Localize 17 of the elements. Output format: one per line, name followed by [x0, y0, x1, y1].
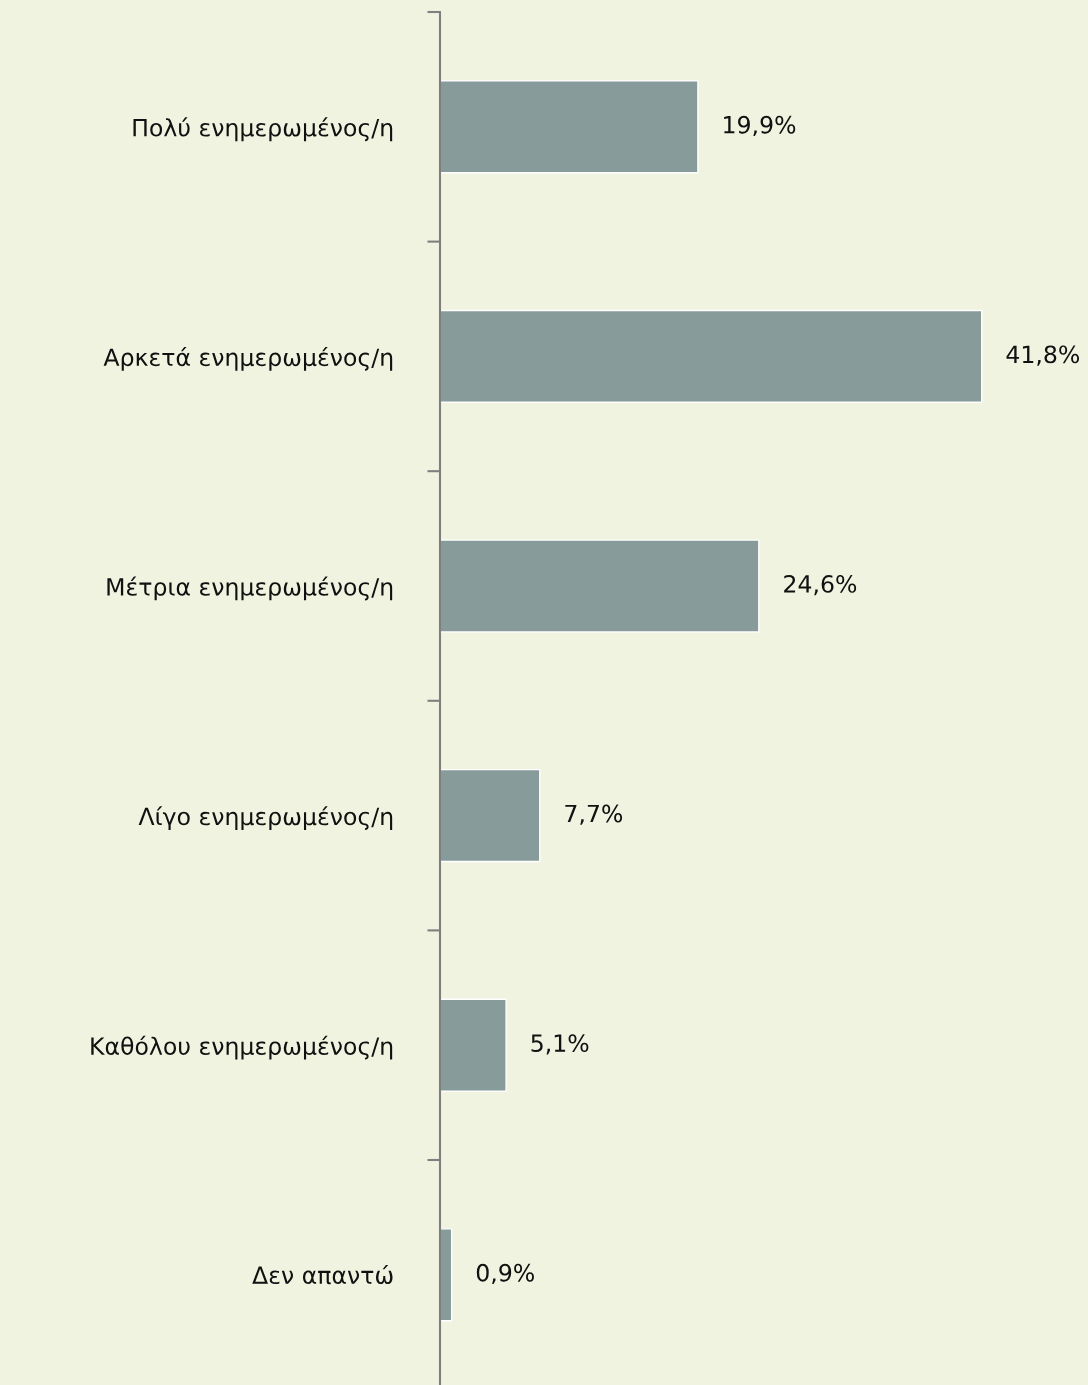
bar	[440, 539, 760, 633]
y-tick-label: Δεν απαντώ	[252, 1264, 393, 1285]
data-label: 19,9%	[724, 115, 796, 137]
data-label: 5,1%	[531, 1034, 589, 1055]
y-tick-label: Καθόλου ενημερωμένος/η	[91, 1035, 393, 1060]
bar	[440, 998, 507, 1092]
data-label: 24,6%	[784, 574, 857, 596]
data-label: 41,8%	[1006, 345, 1080, 366]
bar	[440, 80, 699, 174]
y-tick-label: Πολύ ενημερωμένος/η	[133, 117, 393, 142]
y-tick-label: Αρκετά ενημερωμένος/η	[103, 346, 393, 371]
bar	[440, 309, 983, 404]
data-label: 0,9%	[476, 1263, 534, 1285]
y-tick-label: Μέτρια ενημερωμένος/η	[107, 576, 393, 601]
bar	[440, 768, 541, 863]
y-tick-label: Λίγο ενημερωμένος/η	[138, 806, 393, 830]
data-label: 7,7%	[565, 804, 623, 825]
